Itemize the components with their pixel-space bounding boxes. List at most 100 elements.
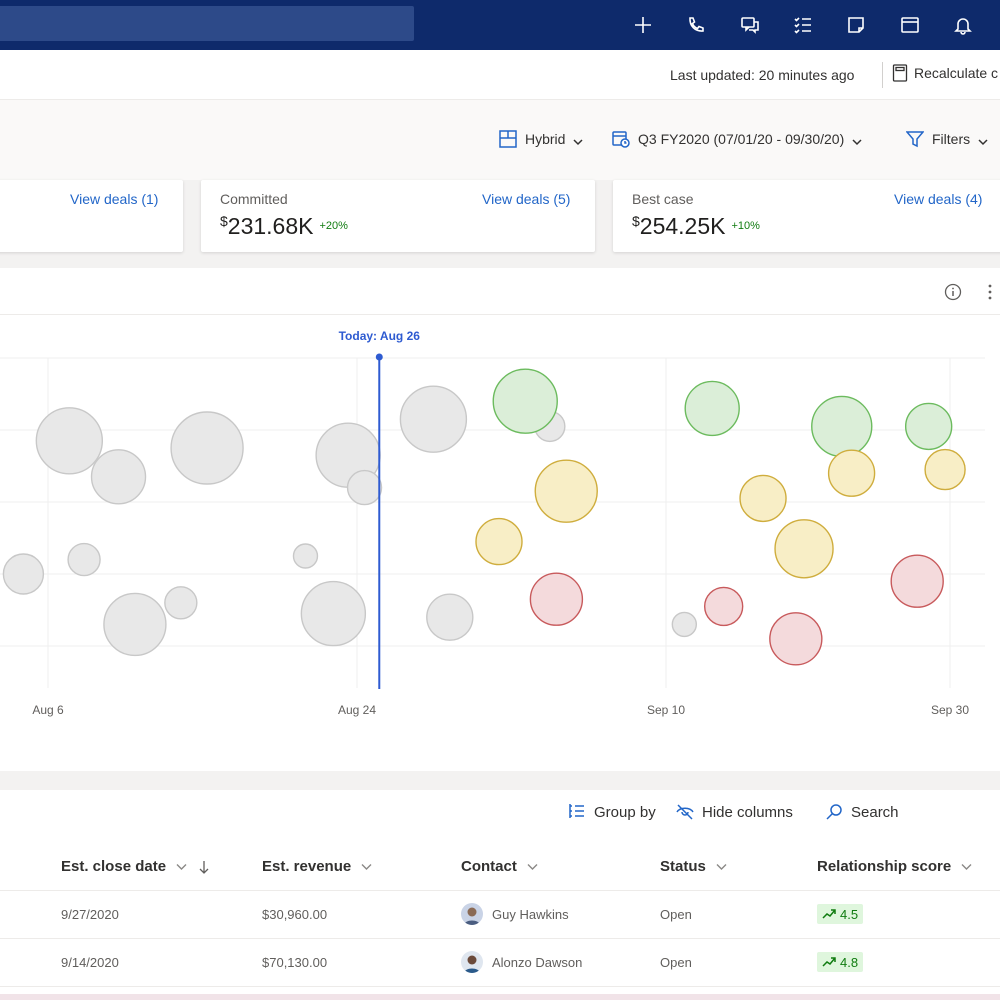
column-header-est-close-date[interactable]: Est. close date (61, 858, 209, 875)
bubble-past[interactable] (164, 586, 198, 620)
today-label: Today: Aug 26 (339, 329, 421, 343)
filter-bar: Hybrid Q3 FY2020 (07/01/20 - 09/30/20) F… (0, 100, 1000, 180)
card-amount: 231.68K (227, 213, 314, 239)
x-tick-label: Aug 24 (338, 703, 376, 717)
global-search-box[interactable] (0, 6, 414, 41)
close-date-cell: 9/27/2020 (61, 907, 119, 922)
x-axis-ticks: Aug 6 Aug 24 Sep 10 Sep 30 (32, 703, 969, 717)
view-selector[interactable]: Hybrid (499, 130, 583, 148)
bottom-strip (0, 994, 1000, 1000)
more-options-icon[interactable] (983, 282, 997, 302)
bubble-past[interactable] (399, 385, 468, 453)
chat-icon[interactable] (737, 12, 763, 38)
bubble-past[interactable] (426, 593, 474, 641)
header-divider (0, 890, 1000, 891)
calendar-icon[interactable] (897, 12, 923, 38)
bell-icon[interactable] (950, 12, 976, 38)
contact-cell[interactable]: Alonzo Dawson (492, 955, 583, 970)
kpi-card-best-case: Best case $ 254.25K +10% View deals (4) (613, 180, 1000, 252)
bubble-past[interactable] (300, 580, 367, 647)
tasks-icon[interactable] (790, 12, 816, 38)
hide-eye-icon (676, 804, 694, 820)
column-header-status[interactable]: Status (660, 858, 727, 875)
column-header-est-revenue[interactable]: Est. revenue (262, 858, 372, 875)
x-tick-label: Sep 10 (647, 703, 685, 717)
bubble-at-risk[interactable] (774, 519, 834, 579)
revenue-cell: $70,130.00 (262, 955, 328, 970)
chart-bubbles (2, 368, 966, 666)
filters-button[interactable]: Filters (906, 130, 988, 148)
bubble-past[interactable] (35, 407, 104, 475)
card-amount: 254.25K (639, 213, 726, 239)
view-deals-link[interactable]: View deals (1) (70, 191, 159, 207)
group-by-label: Group by (594, 803, 656, 821)
bubble-at-risk[interactable] (924, 448, 966, 491)
calculator-icon (892, 64, 908, 82)
bubble-at-risk[interactable] (534, 459, 598, 523)
bubble-past[interactable] (292, 543, 319, 569)
bubble-lost[interactable] (890, 554, 944, 608)
bubble-at-risk[interactable] (475, 517, 523, 566)
column-header-relationship-score[interactable]: Relationship score (817, 858, 972, 875)
add-icon[interactable] (630, 12, 656, 38)
column-label: Est. revenue (262, 858, 352, 875)
bubble-lost[interactable] (769, 612, 823, 666)
chevron-down-icon (361, 861, 372, 872)
filters-label: Filters (932, 131, 971, 147)
close-date-cell: 9/14/2020 (61, 955, 119, 970)
info-icon[interactable] (943, 282, 963, 302)
view-deals-link[interactable]: View deals (4) (894, 191, 983, 207)
bubble-at-risk[interactable] (739, 474, 787, 523)
score-value: 4.5 (840, 906, 859, 922)
column-label: Status (660, 858, 706, 875)
bubble-past[interactable] (671, 611, 698, 638)
bubble-past[interactable] (170, 411, 244, 485)
avatar (461, 951, 483, 973)
card-value: $ 254.25K +10% (632, 213, 760, 240)
card-title: Committed (220, 191, 288, 207)
view-label: Hybrid (525, 131, 566, 147)
card-value: $ 231.68K +20% (220, 213, 348, 240)
period-selector[interactable]: Q3 FY2020 (07/01/20 - 09/30/20) (612, 130, 862, 148)
bubble-past[interactable] (2, 553, 45, 595)
recalculate-button[interactable]: Recalculate c (892, 64, 998, 82)
bubble-lost[interactable] (703, 586, 744, 627)
column-label: Contact (461, 858, 517, 875)
column-header-contact[interactable]: Contact (461, 858, 538, 875)
bubble-won[interactable] (811, 395, 873, 458)
phone-icon[interactable] (683, 12, 709, 38)
bubble-past[interactable] (67, 542, 101, 577)
revenue-cell: $30,960.00 (262, 907, 328, 922)
status-bar: Last updated: 20 minutes ago Recalculate… (0, 50, 1000, 100)
relationship-score-badge: 4.5 (817, 904, 864, 924)
recalculate-label: Recalculate c (914, 65, 999, 81)
bubble-won[interactable] (492, 368, 558, 434)
calendar-clock-icon (612, 131, 630, 148)
view-deals-link[interactable]: View deals (5) (482, 191, 571, 207)
divider (882, 62, 883, 88)
chevron-down-icon (716, 861, 727, 872)
status-cell: Open (660, 955, 692, 970)
x-tick-label: Sep 30 (931, 703, 969, 717)
bubble-won[interactable] (684, 380, 740, 437)
hide-columns-button[interactable]: Hide columns (676, 803, 793, 821)
note-icon[interactable] (843, 12, 869, 38)
bubble-at-risk[interactable] (827, 449, 876, 497)
table-row[interactable]: 9/27/2020 $30,960.00 Guy Hawkins Open 4.… (0, 891, 1000, 939)
search-button[interactable]: Search (825, 803, 899, 821)
bubble-past[interactable] (103, 592, 167, 657)
bubble-won[interactable] (904, 402, 953, 451)
search-label: Search (851, 803, 899, 821)
contact-cell[interactable]: Guy Hawkins (492, 907, 569, 922)
change-badge: +20% (319, 220, 348, 232)
x-tick-label: Aug 6 (32, 703, 64, 717)
change-badge: +10% (731, 220, 760, 232)
bubble-past[interactable] (346, 469, 383, 506)
top-nav-bar (0, 0, 1000, 50)
table-row[interactable]: 9/14/2020 $70,130.00 Alonzo Dawson Open … (0, 939, 1000, 987)
search-icon (826, 804, 842, 820)
group-by-button[interactable]: Group by (568, 803, 656, 821)
bubble-lost[interactable] (529, 572, 584, 626)
bubble-past[interactable] (90, 449, 147, 505)
group-by-icon (569, 804, 584, 818)
